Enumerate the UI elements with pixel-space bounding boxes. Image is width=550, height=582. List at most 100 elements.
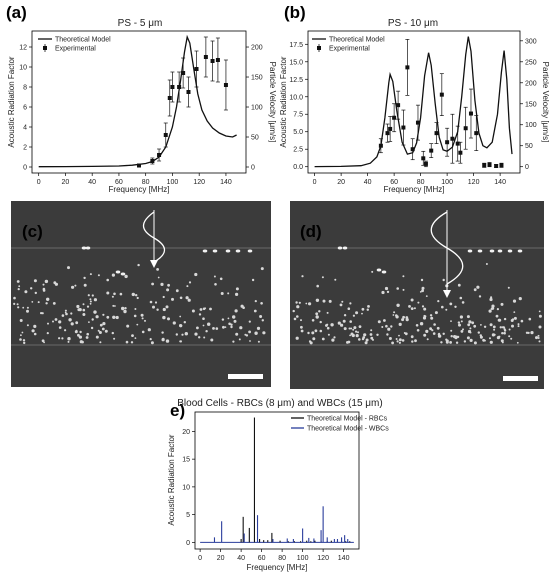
cell — [209, 307, 212, 311]
cell — [222, 325, 225, 329]
cell — [358, 325, 362, 328]
cell — [437, 333, 440, 336]
cell — [233, 319, 237, 323]
x-tick-label: 0 — [313, 179, 317, 186]
cell — [513, 316, 517, 320]
y-right-tick-label: 100 — [251, 105, 263, 112]
data-point — [203, 55, 208, 59]
cell — [538, 340, 541, 343]
cell — [352, 328, 355, 331]
cell — [256, 326, 261, 330]
x-tick-label: 20 — [62, 179, 70, 186]
cell — [355, 311, 359, 315]
data-point — [415, 120, 420, 125]
cell — [525, 331, 529, 334]
cell — [238, 338, 241, 341]
x-tick-label: 60 — [115, 179, 123, 186]
cell — [64, 311, 67, 314]
cell — [112, 304, 115, 307]
legend-theory-label: Theoretical Model — [329, 37, 385, 44]
cell — [445, 340, 449, 344]
cell — [459, 296, 463, 300]
cell — [135, 294, 138, 297]
data-point — [405, 65, 410, 70]
cell — [114, 305, 116, 307]
cell — [242, 306, 245, 310]
cell — [185, 296, 189, 300]
cell — [19, 338, 22, 341]
cell — [516, 341, 519, 344]
data-point — [487, 162, 492, 167]
cell — [322, 299, 326, 303]
cell — [330, 323, 334, 327]
cell — [82, 303, 85, 306]
cell — [90, 326, 94, 330]
cell — [74, 330, 78, 334]
cell — [321, 276, 324, 279]
cell — [401, 318, 405, 322]
y-right-tick-label: 100 — [525, 122, 537, 129]
cell — [501, 332, 504, 335]
cell — [89, 300, 92, 303]
y-tick-label: 6 — [23, 105, 27, 112]
cell — [113, 337, 116, 340]
cell — [124, 274, 128, 279]
cell — [353, 326, 357, 330]
data-point — [150, 159, 155, 163]
cell-cluster — [467, 249, 473, 253]
cell — [86, 332, 89, 336]
cell — [479, 334, 482, 337]
cell — [41, 339, 45, 343]
cell — [181, 333, 184, 336]
cell — [24, 290, 28, 294]
cell — [70, 312, 73, 315]
cell — [89, 302, 92, 305]
cell — [413, 307, 416, 310]
cell-cluster — [85, 246, 91, 250]
data-point — [445, 140, 450, 145]
cell — [398, 341, 401, 344]
cell-cluster — [477, 249, 483, 253]
cell — [391, 341, 394, 345]
cell — [315, 298, 320, 302]
cell — [326, 323, 329, 326]
cell — [417, 301, 420, 304]
cell-cluster — [517, 249, 523, 253]
cell — [508, 335, 511, 338]
cell — [83, 283, 87, 287]
cell — [111, 331, 115, 335]
chart-b-title: PS - 10 μm — [388, 18, 438, 29]
cell-cluster — [120, 272, 126, 276]
cell — [149, 338, 152, 341]
chart-a-ylabel: Acoustic Radiation Factor — [7, 56, 16, 147]
cell — [493, 333, 496, 336]
cell — [386, 333, 389, 336]
cell — [21, 331, 24, 334]
data-point — [186, 90, 191, 94]
y-tick-label: 5 — [186, 512, 190, 519]
data-point — [396, 103, 401, 108]
cell — [78, 308, 82, 312]
cell — [13, 302, 16, 305]
y-right-tick-label: 50 — [251, 135, 259, 142]
cell — [167, 283, 171, 287]
cell — [503, 317, 507, 321]
cell — [261, 319, 264, 322]
cell — [71, 285, 75, 289]
cell — [121, 306, 125, 311]
chart-e-legend: Theoretical Model - RBCs Theoretical Mod… — [291, 416, 389, 433]
cell — [162, 315, 166, 320]
cell — [466, 315, 470, 319]
cell-cluster — [81, 246, 87, 250]
data-point — [157, 153, 162, 157]
cell — [361, 337, 365, 341]
cell — [61, 337, 64, 340]
cell — [355, 334, 359, 338]
cell — [160, 282, 164, 286]
cell — [249, 340, 251, 342]
cell — [471, 321, 475, 325]
cell — [350, 327, 353, 330]
cell — [33, 332, 37, 336]
cell — [183, 321, 186, 324]
cell — [469, 327, 472, 330]
